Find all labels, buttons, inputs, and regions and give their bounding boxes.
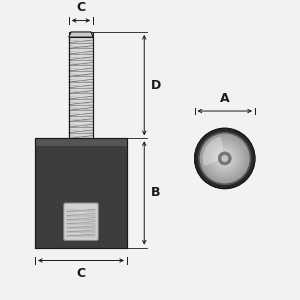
Circle shape [214,148,235,169]
Circle shape [218,152,231,165]
Text: C: C [76,267,85,280]
Bar [35,138,127,146]
Circle shape [219,153,230,164]
Circle shape [213,147,237,170]
Circle shape [221,155,229,162]
Polygon shape [69,32,93,37]
Circle shape [218,152,231,165]
Circle shape [202,135,248,182]
Circle shape [216,150,233,167]
Wedge shape [203,137,225,166]
Circle shape [202,136,247,181]
FancyBboxPatch shape [64,203,98,240]
Circle shape [215,149,234,168]
Circle shape [210,144,239,173]
Circle shape [222,155,228,162]
Circle shape [201,134,249,183]
Circle shape [195,128,255,189]
Bar [69,32,93,138]
Circle shape [204,138,245,179]
Circle shape [211,145,238,172]
Text: C: C [76,1,85,14]
Circle shape [208,141,242,175]
Circle shape [223,156,227,161]
Circle shape [207,140,243,176]
Bar [35,138,127,248]
Circle shape [224,158,225,159]
Circle shape [217,151,232,166]
Text: A: A [220,92,230,105]
Circle shape [203,137,246,180]
Circle shape [199,133,250,184]
Circle shape [221,154,229,163]
Circle shape [205,139,244,178]
Circle shape [212,146,238,171]
Circle shape [223,157,226,160]
Circle shape [200,134,250,183]
Circle shape [214,147,236,170]
Circle shape [208,142,241,175]
Text: B: B [151,186,160,200]
Circle shape [209,143,240,174]
Circle shape [206,140,244,177]
Circle shape [220,154,230,163]
Text: D: D [151,79,161,92]
